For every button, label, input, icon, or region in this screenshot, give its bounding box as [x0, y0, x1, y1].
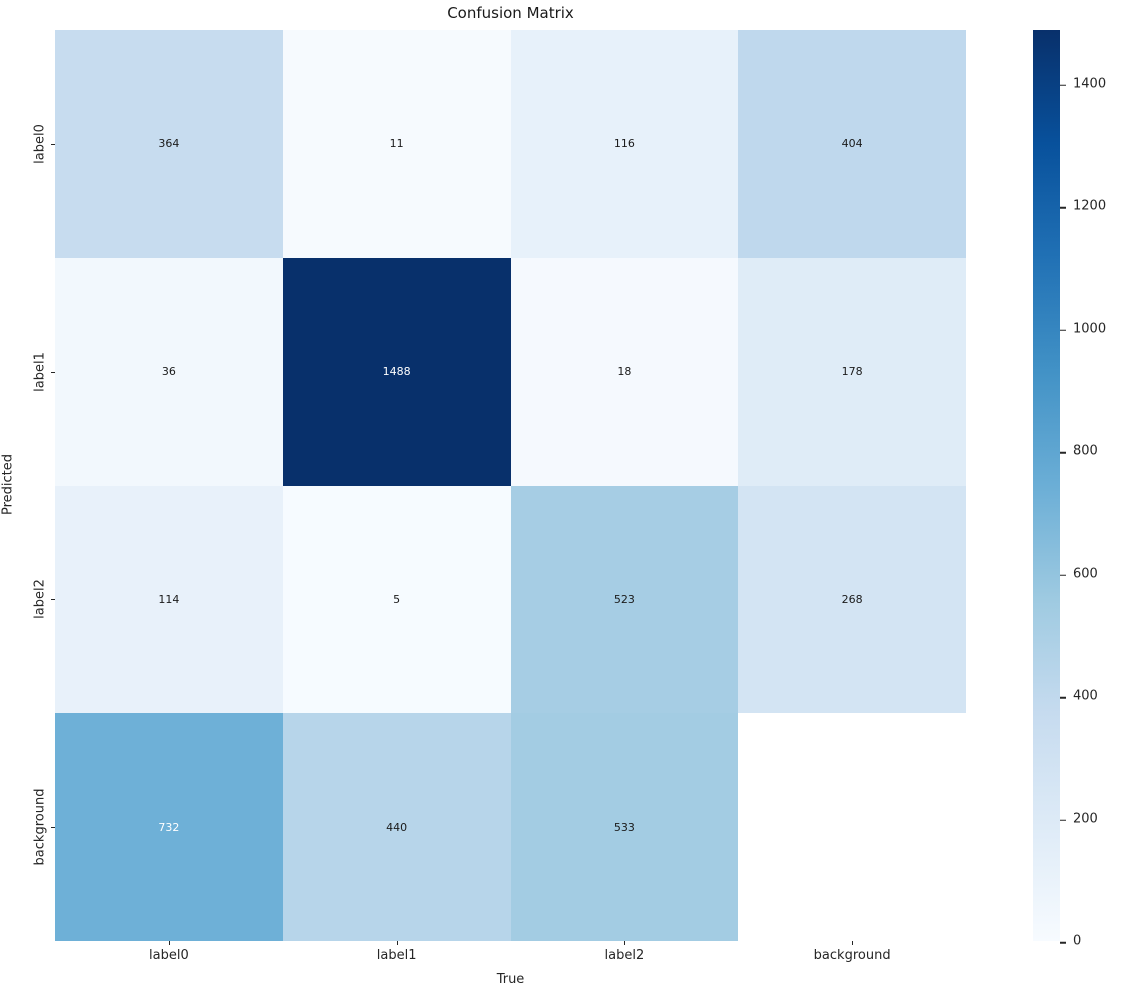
x-tick-label: label1 — [376, 948, 417, 963]
y-tick-label: label2 — [32, 579, 48, 620]
heatmap-cell: 1488 — [282, 257, 511, 486]
heatmap-grid: 364 11 116 404 36 1488 18 178 114 5 523 268 732 440 53… — [55, 30, 966, 941]
y-axis-label: Predicted — [0, 453, 16, 516]
x-tick-mark — [396, 941, 398, 945]
cell-value: 533 — [613, 820, 635, 834]
colorbar-tick-mark — [1060, 819, 1066, 821]
heatmap-cell: 18 — [510, 257, 739, 486]
colorbar-tick-mark — [1060, 84, 1066, 87]
cell-value: 178 — [841, 365, 863, 379]
cell-value: 523 — [613, 592, 635, 606]
cell-value: 404 — [841, 137, 863, 151]
heatmap-cell: 404 — [738, 30, 966, 258]
cell-value: 5 — [393, 592, 401, 606]
heatmap-cell: 5 — [282, 485, 511, 714]
chart-title: Confusion Matrix — [447, 4, 574, 22]
heatmap-cell: 116 — [510, 30, 739, 258]
colorbar-tick-label: 1000 — [1073, 321, 1107, 337]
colorbar-tick-label: 400 — [1073, 688, 1098, 704]
cell-value: 18 — [617, 365, 632, 379]
cell-value: 732 — [158, 820, 180, 834]
colorbar-tick-mark — [1060, 207, 1066, 209]
y-tick-mark — [51, 143, 55, 145]
x-tick-mark — [624, 941, 626, 945]
heatmap-cell — [738, 713, 966, 941]
heatmap-cell: 364 — [55, 30, 283, 258]
x-tick-mark — [168, 941, 170, 945]
y-tick-mark — [51, 827, 55, 829]
heatmap-cell: 268 — [738, 485, 966, 714]
colorbar-tick-mark — [1060, 696, 1066, 699]
colorbar-tick-mark — [1060, 941, 1066, 944]
heatmap-cell: 36 — [55, 257, 283, 486]
heatmap-cell: 732 — [55, 713, 283, 941]
colorbar-tick-mark — [1060, 574, 1066, 576]
cell-value: 114 — [158, 592, 180, 606]
colorbar-tick-label: 1200 — [1073, 198, 1107, 214]
y-tick-label: background — [32, 788, 48, 866]
heatmap-cell: 440 — [282, 713, 511, 941]
x-axis-label: True — [496, 972, 525, 987]
heatmap-cell: 11 — [282, 30, 511, 258]
cell-value: 11 — [389, 137, 404, 151]
colorbar-tick-label: 600 — [1073, 566, 1098, 582]
colorbar-tick-label: 200 — [1073, 811, 1098, 827]
y-tick-label: label0 — [32, 124, 48, 164]
cell-value: 116 — [613, 137, 635, 151]
y-tick-mark — [51, 371, 55, 373]
heatmap-cell: 523 — [510, 485, 739, 714]
heatmap-cell: 114 — [55, 485, 283, 714]
x-tick-label: label2 — [604, 948, 645, 963]
x-tick-label: background — [813, 948, 891, 963]
x-tick-label: label0 — [149, 948, 189, 963]
y-tick-label: label1 — [32, 351, 48, 392]
colorbar: 0 200 400 600 800 1000 1200 1400 — [1033, 30, 1106, 949]
colorbar-tick-mark — [1060, 329, 1066, 332]
cell-value: 364 — [158, 137, 180, 151]
y-tick-mark — [51, 599, 55, 601]
cell-value: 36 — [161, 365, 176, 379]
cell-value: 440 — [386, 820, 408, 834]
colorbar-tick-label: 0 — [1073, 933, 1082, 949]
x-tick-mark — [852, 941, 854, 945]
colorbar-tick-label: 800 — [1073, 443, 1098, 459]
x-axis: label0 label1 label2 background — [55, 941, 966, 981]
colorbar-gradient — [1033, 30, 1060, 941]
colorbar-tick-mark — [1060, 451, 1066, 454]
cell-value: 1488 — [382, 365, 411, 379]
cell-value: 268 — [841, 592, 863, 606]
y-axis: label0 label1 label2 background — [0, 30, 55, 941]
colorbar-tick-label: 1400 — [1073, 76, 1107, 92]
heatmap-cell: 178 — [738, 257, 966, 486]
heatmap-cell: 533 — [510, 713, 739, 941]
